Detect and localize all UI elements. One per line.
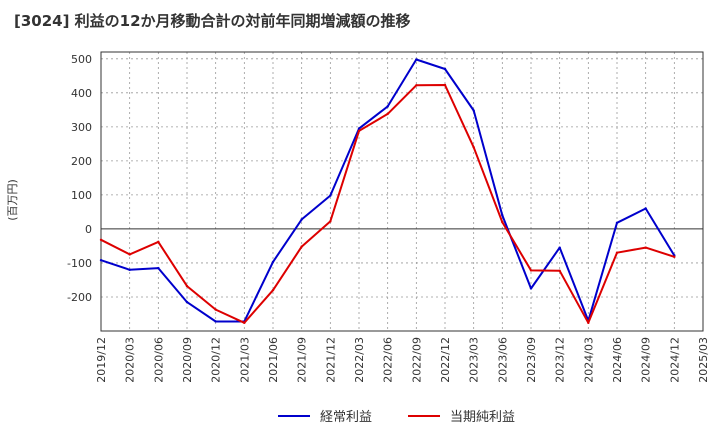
x-tick-label: 2022/03 bbox=[353, 337, 366, 383]
x-tick-label: 2021/03 bbox=[238, 337, 251, 383]
data-point bbox=[415, 58, 418, 61]
data-point bbox=[558, 269, 561, 272]
plot-frame bbox=[100, 51, 704, 332]
data-point bbox=[673, 255, 676, 259]
x-tick-label: 2020/03 bbox=[124, 337, 137, 383]
y-tick-label: 500 bbox=[71, 53, 92, 66]
data-point bbox=[128, 253, 131, 256]
y-tick-label: -200 bbox=[67, 291, 92, 304]
y-tick-label: 100 bbox=[71, 189, 92, 202]
chart-title: [3024] 利益の12か月移動合計の対前年同期増減額の推移 bbox=[14, 12, 411, 30]
legend: 経常利益 当期純利益 bbox=[278, 410, 515, 425]
y-tick-labels: -200 -100 0 100 200 300 400 500 bbox=[67, 53, 92, 304]
data-point bbox=[443, 83, 447, 87]
x-tick-label: 2024/06 bbox=[611, 337, 624, 383]
y-axis-label: (百万円) bbox=[6, 179, 19, 221]
y-tick-label: 300 bbox=[71, 121, 92, 134]
x-tick-label: 2020/06 bbox=[152, 337, 165, 383]
y-tick-label: -100 bbox=[67, 257, 92, 270]
x-tick-labels: 2019/12 2020/03 2020/06 2020/09 2020/12 2021/… bbox=[95, 337, 710, 383]
x-tick-label: 2023/09 bbox=[525, 337, 538, 383]
data-point bbox=[644, 246, 647, 249]
data-point bbox=[157, 266, 160, 270]
x-tick-label: 2024/03 bbox=[582, 337, 595, 383]
data-point bbox=[271, 288, 275, 292]
data-point bbox=[615, 251, 619, 254]
x-tick-label: 2024/09 bbox=[640, 337, 653, 383]
x-tick-label: 2021/09 bbox=[296, 337, 309, 383]
x-tick-label: 2022/12 bbox=[439, 337, 452, 383]
x-tick-label: 2025/03 bbox=[697, 337, 710, 383]
x-tick-label: 2019/12 bbox=[95, 337, 108, 383]
data-point bbox=[644, 207, 647, 210]
data-point bbox=[243, 321, 246, 325]
data-point bbox=[587, 321, 590, 325]
data-point bbox=[501, 214, 504, 217]
data-point bbox=[357, 129, 361, 133]
data-point bbox=[443, 67, 447, 71]
data-point bbox=[472, 109, 475, 112]
data-point bbox=[472, 146, 475, 149]
data-point bbox=[329, 194, 332, 197]
data-point bbox=[558, 246, 561, 249]
data-point bbox=[157, 240, 160, 244]
x-tick-label: 2022/09 bbox=[410, 337, 423, 383]
x-tick-label: 2023/06 bbox=[496, 337, 509, 383]
legend-label: 経常利益 bbox=[320, 410, 372, 425]
x-tick-label: 2023/03 bbox=[468, 337, 481, 383]
data-point bbox=[99, 259, 103, 262]
x-tick-label: 2020/09 bbox=[181, 337, 194, 383]
x-tick-label: 2022/06 bbox=[382, 337, 395, 383]
x-tick-label: 2021/06 bbox=[267, 337, 280, 383]
data-point bbox=[214, 308, 217, 311]
data-point bbox=[271, 260, 275, 264]
grid-lines bbox=[100, 52, 704, 331]
data-point bbox=[329, 220, 332, 223]
data-point bbox=[529, 287, 533, 290]
y-tick-label: 200 bbox=[71, 155, 92, 168]
data-point bbox=[501, 220, 504, 224]
data-point bbox=[415, 84, 418, 87]
data-point bbox=[185, 284, 189, 288]
data-point bbox=[128, 268, 131, 271]
series-lines bbox=[99, 58, 676, 325]
y-tick-label: 400 bbox=[71, 87, 92, 100]
data-point bbox=[300, 218, 303, 221]
data-point bbox=[300, 245, 303, 248]
data-point bbox=[99, 238, 103, 242]
data-point bbox=[386, 105, 389, 108]
y-tick-label: 0 bbox=[85, 223, 92, 236]
data-point bbox=[185, 300, 189, 304]
x-tick-label: 2021/12 bbox=[324, 337, 337, 383]
legend-label: 当期純利益 bbox=[450, 410, 515, 425]
data-point bbox=[529, 269, 533, 272]
data-point bbox=[386, 112, 389, 116]
data-point bbox=[357, 127, 361, 130]
x-tick-label: 2023/12 bbox=[554, 337, 567, 383]
x-tick-label: 2020/12 bbox=[210, 337, 223, 383]
data-point bbox=[615, 221, 619, 225]
x-tick-label: 2024/12 bbox=[668, 337, 681, 383]
data-point bbox=[214, 320, 217, 323]
